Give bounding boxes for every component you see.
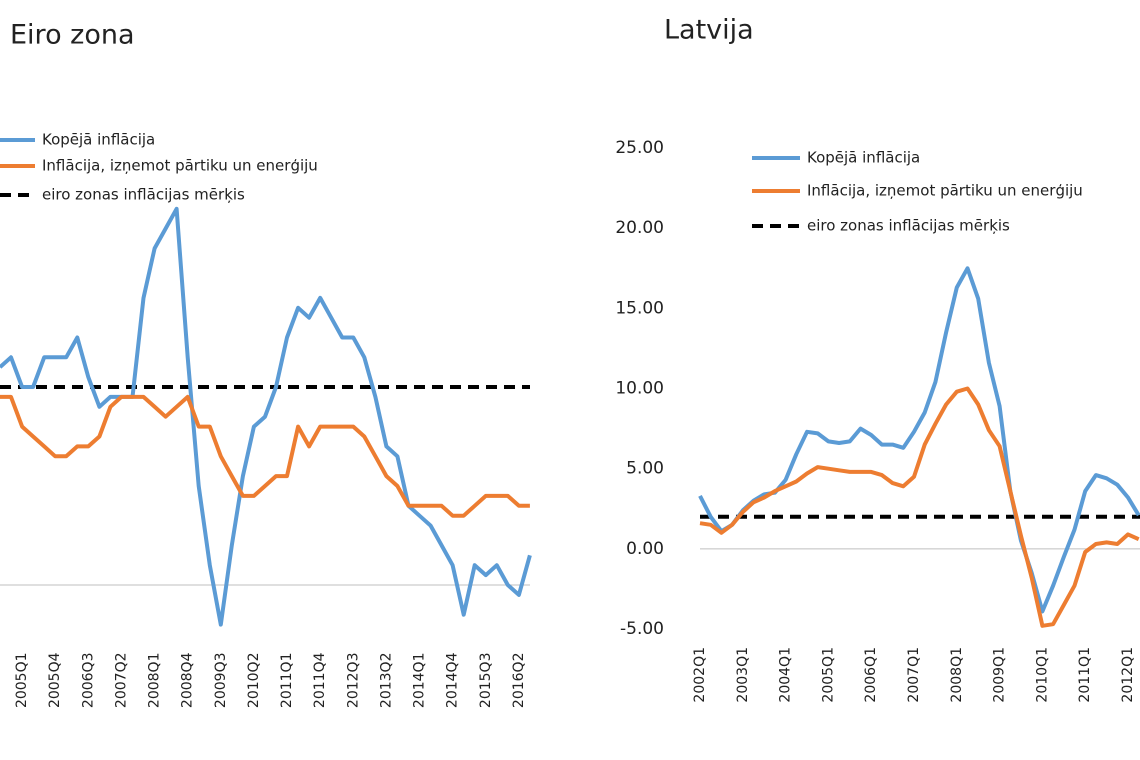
legend-label: eiro zonas inflācijas mērķis xyxy=(42,186,245,204)
x-tick-label: 2010Q1 xyxy=(1034,647,1050,703)
y-tick-label: -5.00 xyxy=(620,619,664,639)
x-tick-label: 2008Q1 xyxy=(147,653,163,709)
y-tick-label: 0.00 xyxy=(626,539,664,559)
legend-label: Inflācija, izņemot pārtiku un enerģiju xyxy=(42,157,318,175)
x-tick-label: 2012Q1 xyxy=(1120,647,1136,703)
x-tick-label: 2011Q1 xyxy=(279,653,295,709)
x-tick-label: 2011Q4 xyxy=(312,652,328,708)
legend-label: Kopējā inflācija xyxy=(807,149,920,167)
x-tick-label: 2006Q1 xyxy=(863,647,879,703)
series-line xyxy=(0,206,532,627)
x-tick-label: 2008Q4 xyxy=(180,652,196,708)
y-tick-label: 25.00 xyxy=(615,138,664,158)
x-tick-label: 2014Q1 xyxy=(412,653,428,709)
chart-title: Eiro zona xyxy=(10,20,135,51)
x-tick-label: 2009Q3 xyxy=(213,653,229,709)
y-tick-label: 10.00 xyxy=(615,379,664,399)
x-tick-label: 2005Q4 xyxy=(47,652,63,708)
x-tick-label: 2012Q3 xyxy=(345,653,361,709)
x-tick-label: 2005Q1 xyxy=(820,647,836,703)
x-tick-label: 2013Q2 xyxy=(378,653,394,709)
series-line xyxy=(698,266,1140,614)
x-tick-label: 2010Q2 xyxy=(246,653,262,709)
x-tick-label: 2007Q1 xyxy=(906,647,922,703)
x-tick-label: 2016Q2 xyxy=(511,653,527,709)
x-tick-label: 2004Q1 xyxy=(778,647,794,703)
x-tick-label: 2006Q3 xyxy=(80,653,96,709)
x-tick-label: 2005Q1 xyxy=(14,653,30,709)
series-line xyxy=(0,394,530,518)
x-tick-label: 2008Q1 xyxy=(949,647,965,703)
x-tick-label: 2015Q3 xyxy=(478,653,494,709)
x-tick-label: 2002Q1 xyxy=(692,647,708,703)
chart-title: Latvija xyxy=(664,15,754,46)
y-tick-label: 20.00 xyxy=(615,218,664,238)
series-line xyxy=(699,386,1140,628)
y-tick-label: 15.00 xyxy=(615,298,664,318)
legend-label: eiro zonas inflācijas mērķis xyxy=(807,217,1010,235)
y-tick-label: 5.00 xyxy=(626,459,664,479)
x-tick-label: 2003Q1 xyxy=(735,647,751,703)
x-tick-label: 2007Q2 xyxy=(113,653,129,709)
x-tick-label: 2009Q1 xyxy=(992,647,1008,703)
legend-label: Kopējā inflācija xyxy=(42,131,155,149)
x-tick-label: 2011Q1 xyxy=(1077,647,1093,703)
legend-label: Inflācija, izņemot pārtiku un enerģiju xyxy=(807,182,1083,200)
x-tick-label: 2014Q4 xyxy=(445,652,461,708)
